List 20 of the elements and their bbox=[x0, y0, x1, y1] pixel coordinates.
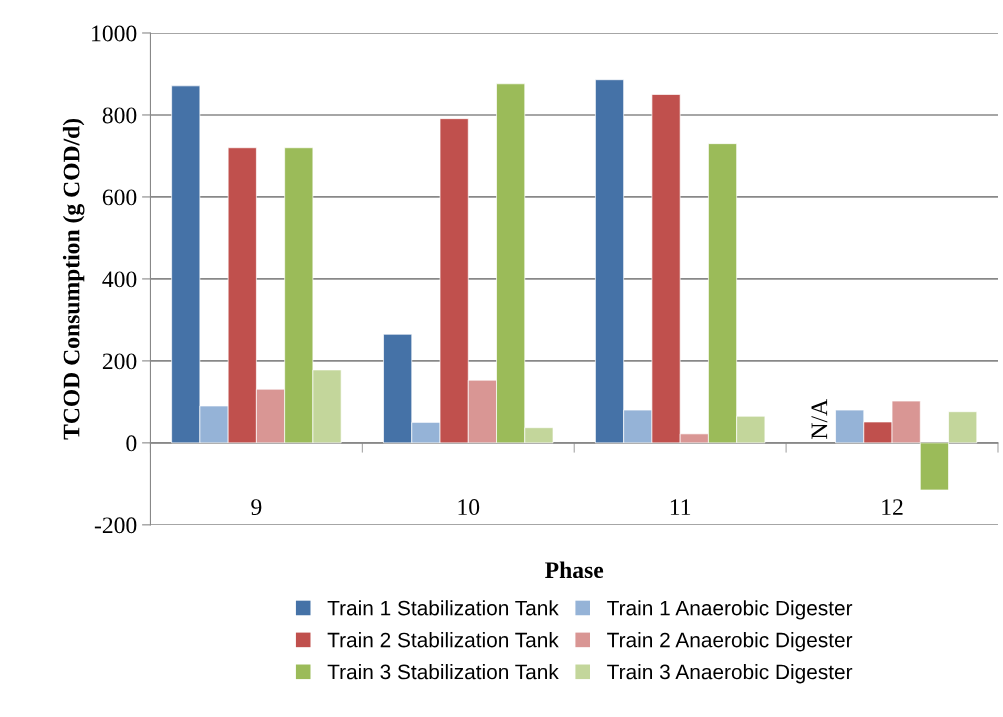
y-tick-label: 200 bbox=[102, 353, 137, 370]
y-tick-label: -200 bbox=[94, 517, 137, 534]
y-tick-label: 400 bbox=[102, 271, 137, 288]
y-tick-label: 0 bbox=[126, 435, 137, 452]
x-tick-label: 11 bbox=[670, 499, 691, 515]
x-tick-label: 9 bbox=[251, 499, 262, 516]
legend-label: Train 2 Stabilization Tank bbox=[327, 632, 559, 648]
x-axis-title: Phase bbox=[545, 561, 604, 579]
annotation: N/A bbox=[811, 399, 828, 439]
legend-label: Train 2 Anaerobic Digester bbox=[607, 632, 853, 652]
legend-label: Train 3 Anaerobic Digester bbox=[607, 664, 853, 684]
x-tick-label: 12 bbox=[882, 499, 903, 515]
legend-label: Train 1 Stabilization Tank bbox=[327, 600, 559, 616]
y-tick-label: 800 bbox=[102, 107, 137, 124]
y-tick-label: 1000 bbox=[92, 25, 137, 42]
legend-label: Train 1 Anaerobic Digester bbox=[607, 600, 853, 620]
legend-label: Train 3 Stabilization Tank bbox=[327, 664, 559, 680]
x-tick-label: 10 bbox=[458, 499, 480, 516]
y-tick-label: 600 bbox=[102, 189, 137, 206]
y-axis-title: TCOD Consumption (g COD/d) bbox=[62, 118, 85, 440]
